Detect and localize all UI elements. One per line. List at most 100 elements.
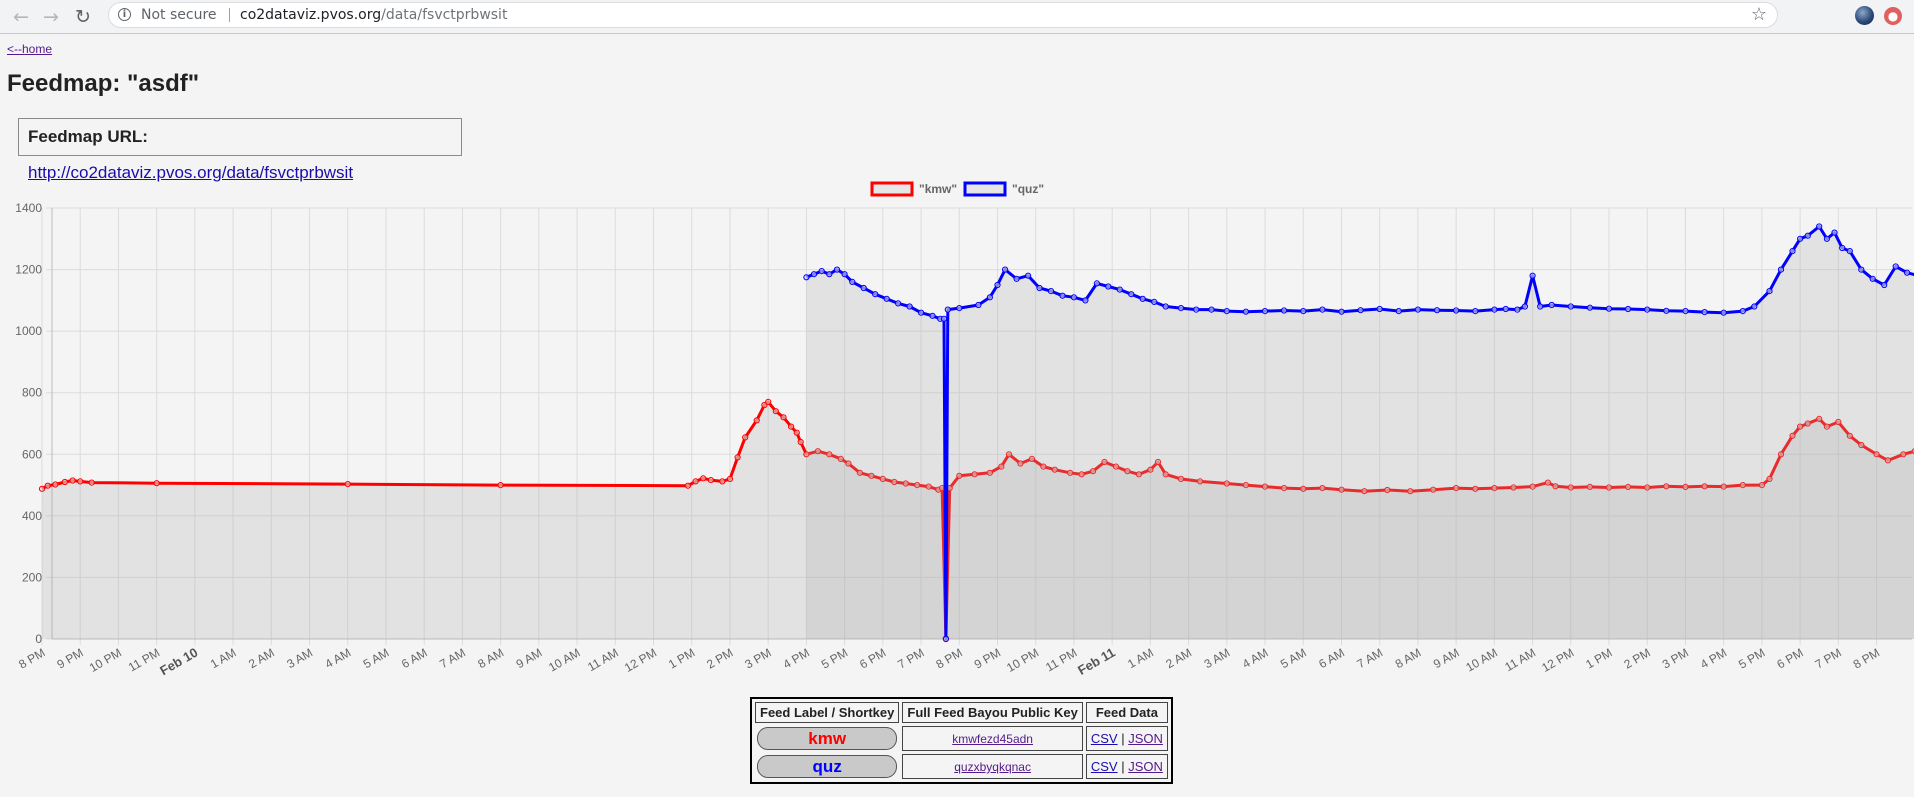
x-tick-label: 2 PM [704,645,735,671]
data-point [1873,451,1880,458]
globe-extension-icon[interactable] [1855,6,1874,25]
feedmap-url-box: Feedmap URL: http://co2dataviz.pvos.org/… [18,118,462,182]
feed-key-link[interactable]: kmwfezd45adn [952,732,1033,746]
data-point [1036,284,1043,292]
feedmap-url-link[interactable]: http://co2dataviz.pvos.org/data/fsvctprb… [28,163,354,182]
back-icon[interactable]: ← [13,6,29,28]
data-point [788,423,795,430]
x-tick-label: 9 AM [514,645,545,671]
data-point [1586,483,1594,490]
data-point [826,271,833,278]
x-tick-label: 6 AM [1316,645,1347,671]
data-point [1751,303,1758,310]
data-point [1701,309,1708,316]
data-point [1177,475,1185,482]
x-tick-label: 5 AM [1278,645,1309,671]
data-point [1147,466,1154,473]
x-tick-label: 8 PM [1851,645,1882,671]
x-tick-label: 8 PM [934,645,965,671]
x-tick-label: 1 PM [666,645,697,671]
data-point [1858,441,1865,449]
url-host: co2dataviz.pvos.org [240,7,382,23]
feed-key-link[interactable]: quzxbyqkqnac [954,760,1031,774]
y-tick-label: 800 [22,386,42,400]
x-tick-label: 6 PM [1774,645,1805,671]
data-point [845,460,852,467]
data-point [1051,466,1058,473]
x-tick-label: 6 AM [399,645,430,671]
data-point [1900,451,1907,458]
data-point [803,451,810,458]
data-point [1758,482,1766,489]
json-link[interactable]: JSON [1128,731,1163,746]
data-point [883,295,890,302]
data-point [1430,486,1437,493]
forward-icon[interactable]: → [43,6,59,28]
x-tick-label: 7 AM [1355,645,1386,671]
data-point [719,478,726,485]
data-point [1453,307,1460,314]
x-tick-label: 10 PM [87,645,124,674]
data-point [1869,275,1876,282]
address-bar[interactable]: i Not secure co2dataviz.pvos.org/data/fs… [108,2,1778,28]
table-header: Feed Label / Shortkey [755,702,900,723]
data-point [1319,306,1326,313]
data-point [1472,308,1479,315]
data-point [1281,485,1288,492]
table-header: Feed Data [1085,702,1168,723]
feed-label-button-quz[interactable]: quz [757,755,898,778]
data-point [793,429,800,436]
data-point [684,482,692,489]
data-point [1605,305,1613,312]
url-text[interactable]: co2dataviz.pvos.org/data/fsvctprbwsit [240,3,507,27]
x-tick-label: 11 AM [1502,645,1538,674]
data-point [942,635,950,643]
data-point [810,271,818,278]
data-point [1407,488,1414,495]
data-point [879,475,886,482]
data-point [1567,484,1574,491]
data-point [1644,484,1651,491]
data-point [975,301,982,309]
x-tick-label: 12 PM [1539,645,1576,674]
data-point [707,477,715,484]
data-point [914,482,921,489]
feed-label-button-kmw[interactable]: kmw [757,727,898,750]
data-point [1491,306,1498,313]
stop-extension-icon[interactable]: ● [1884,7,1902,25]
security-label: Not secure [141,7,217,23]
data-point [895,300,902,307]
x-tick-label: 8 AM [475,645,506,671]
x-tick-label: 8 AM [1393,645,1424,671]
y-tick-label: 400 [22,509,42,523]
data-point [1300,308,1307,315]
data-point [1059,292,1066,299]
browser-toolbar: ← → ↻ i Not secure co2dataviz.pvos.org/d… [0,0,1914,34]
data-point [1502,305,1509,313]
data-point [1777,451,1785,458]
star-icon[interactable]: ☆ [1750,4,1767,25]
info-icon[interactable]: i [118,8,131,21]
home-link[interactable]: <--home [7,42,53,56]
y-tick-label: 0 [35,632,42,646]
data-point [1070,294,1078,301]
reload-icon[interactable]: ↻ [75,6,91,28]
x-tick-label: Feb 11 [1075,645,1118,678]
data-point [891,478,898,486]
x-tick-label: 10 PM [1004,645,1041,674]
data-point [1514,306,1521,313]
x-tick-label: 9 PM [54,645,85,671]
x-tick-label: 2 PM [1621,645,1652,671]
data-point [780,414,787,421]
y-tick-label: 1000 [15,324,42,338]
data-point [860,284,867,292]
data-point [1567,303,1574,310]
series-area-1 [806,226,1914,639]
csv-link[interactable]: CSV [1090,759,1118,774]
data-point [803,274,810,281]
csv-link[interactable]: CSV [1090,731,1118,746]
json-link[interactable]: JSON [1128,759,1163,774]
data-point [837,455,844,462]
feedmap-url-label: Feedmap URL: [28,127,148,146]
table-header: Full Feed Bayou Public Key [902,702,1083,723]
